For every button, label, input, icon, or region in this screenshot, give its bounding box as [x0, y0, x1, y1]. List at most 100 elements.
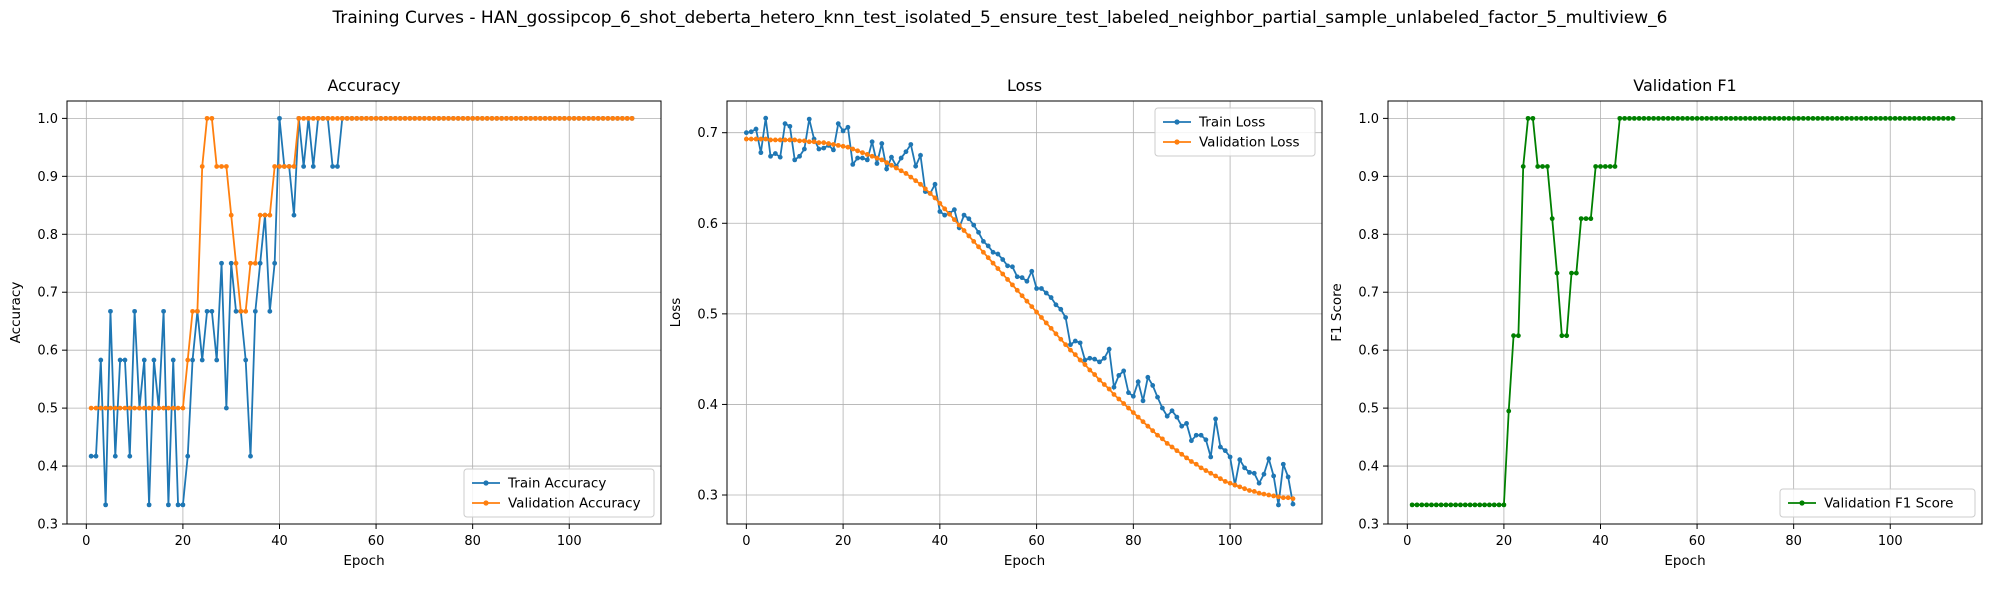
accuracy-plot: 0 20 40 60 80 100 0.3 0.4 0.5 0.6 0.7 0.8 0.9 1.0 Accu…	[8, 76, 662, 569]
data-point	[1034, 309, 1039, 315]
y-tick-label: 0.3	[697, 489, 718, 504]
data-point	[1685, 115, 1690, 121]
data-point	[1218, 444, 1223, 450]
data-point	[1024, 298, 1030, 304]
data-point	[1222, 448, 1228, 454]
data-point	[1834, 115, 1840, 121]
data-point	[951, 207, 957, 213]
data-point	[792, 137, 798, 143]
data-point	[1781, 115, 1787, 121]
data-point	[879, 157, 885, 163]
data-point	[1564, 333, 1570, 339]
data-point	[595, 115, 601, 121]
data-point	[1010, 282, 1015, 288]
data-point	[1145, 374, 1151, 380]
f1-axes-frame	[1387, 100, 1983, 525]
data-point	[475, 115, 480, 121]
data-point	[1247, 488, 1252, 493]
data-point	[1097, 359, 1102, 365]
data-point	[1164, 413, 1170, 419]
legend-marker	[1799, 500, 1805, 506]
x-tick-label: 100	[557, 534, 582, 549]
data-point	[1092, 372, 1098, 377]
data-point	[1863, 115, 1869, 121]
data-point	[1921, 115, 1927, 121]
data-point	[942, 212, 948, 218]
data-point	[441, 115, 447, 121]
data-point	[1135, 414, 1141, 420]
data-point	[1126, 390, 1131, 396]
data-point	[1559, 333, 1565, 339]
data-point	[1660, 115, 1666, 121]
x-tick-label: 80	[1125, 534, 1142, 549]
data-point	[1063, 315, 1069, 320]
data-point	[455, 115, 461, 121]
data-point	[961, 212, 967, 218]
data-point	[562, 115, 567, 121]
data-point	[388, 115, 393, 121]
data-point	[1261, 491, 1267, 497]
data-point	[1266, 456, 1272, 462]
data-point	[845, 144, 851, 150]
data-point	[1227, 454, 1233, 460]
data-point	[1188, 459, 1194, 464]
data-point	[1116, 396, 1122, 402]
data-point	[1005, 263, 1010, 269]
legend-marker	[1174, 139, 1180, 145]
data-point	[1000, 257, 1006, 262]
data-point	[1506, 408, 1512, 414]
data-point	[1145, 423, 1151, 429]
data-point	[117, 357, 123, 363]
data-point	[1583, 216, 1589, 222]
data-point	[802, 146, 807, 152]
x-tick-label: 80	[464, 534, 481, 549]
data-point	[214, 357, 220, 363]
data-point	[194, 308, 200, 314]
data-point	[1019, 275, 1025, 281]
data-point	[117, 405, 123, 411]
data-point	[1251, 488, 1257, 494]
data-point	[1602, 164, 1608, 169]
data-point	[937, 200, 943, 206]
data-point	[772, 137, 778, 143]
data-point	[753, 136, 759, 142]
data-point	[537, 115, 543, 121]
data-point	[797, 138, 802, 144]
data-point	[103, 502, 109, 508]
data-point	[1222, 479, 1228, 484]
data-point	[378, 115, 384, 121]
data-point	[763, 136, 769, 142]
data-point	[1063, 342, 1069, 348]
data-point	[971, 222, 977, 228]
data-point	[1815, 115, 1821, 121]
data-point	[1897, 115, 1903, 121]
data-point	[874, 161, 880, 166]
data-point	[93, 405, 99, 411]
data-point	[748, 129, 754, 135]
data-point	[629, 115, 635, 121]
data-point	[1656, 115, 1661, 121]
accuracy-x-axis-label: Epoch	[343, 553, 384, 569]
f1-plot: 0 20 40 60 80 100 0.3 0.4 0.5 0.6 0.7 0.8 0.9 1.0 Vali…	[1329, 76, 1983, 569]
data-point	[743, 130, 749, 136]
data-point	[777, 154, 783, 160]
data-point	[1458, 502, 1463, 508]
data-point	[1213, 416, 1218, 422]
data-point	[932, 195, 938, 201]
data-point	[1607, 164, 1613, 169]
data-point	[782, 121, 788, 127]
data-point	[214, 164, 220, 169]
data-point	[879, 141, 885, 146]
data-point	[748, 136, 754, 142]
data-point	[397, 115, 403, 121]
data-point	[513, 115, 519, 121]
data-point	[426, 115, 432, 121]
data-point	[335, 164, 340, 169]
data-point	[233, 260, 239, 266]
data-point	[826, 141, 831, 146]
data-point	[1029, 268, 1035, 274]
data-point	[1058, 336, 1064, 342]
data-point	[1048, 325, 1054, 331]
data-point	[1805, 115, 1811, 121]
